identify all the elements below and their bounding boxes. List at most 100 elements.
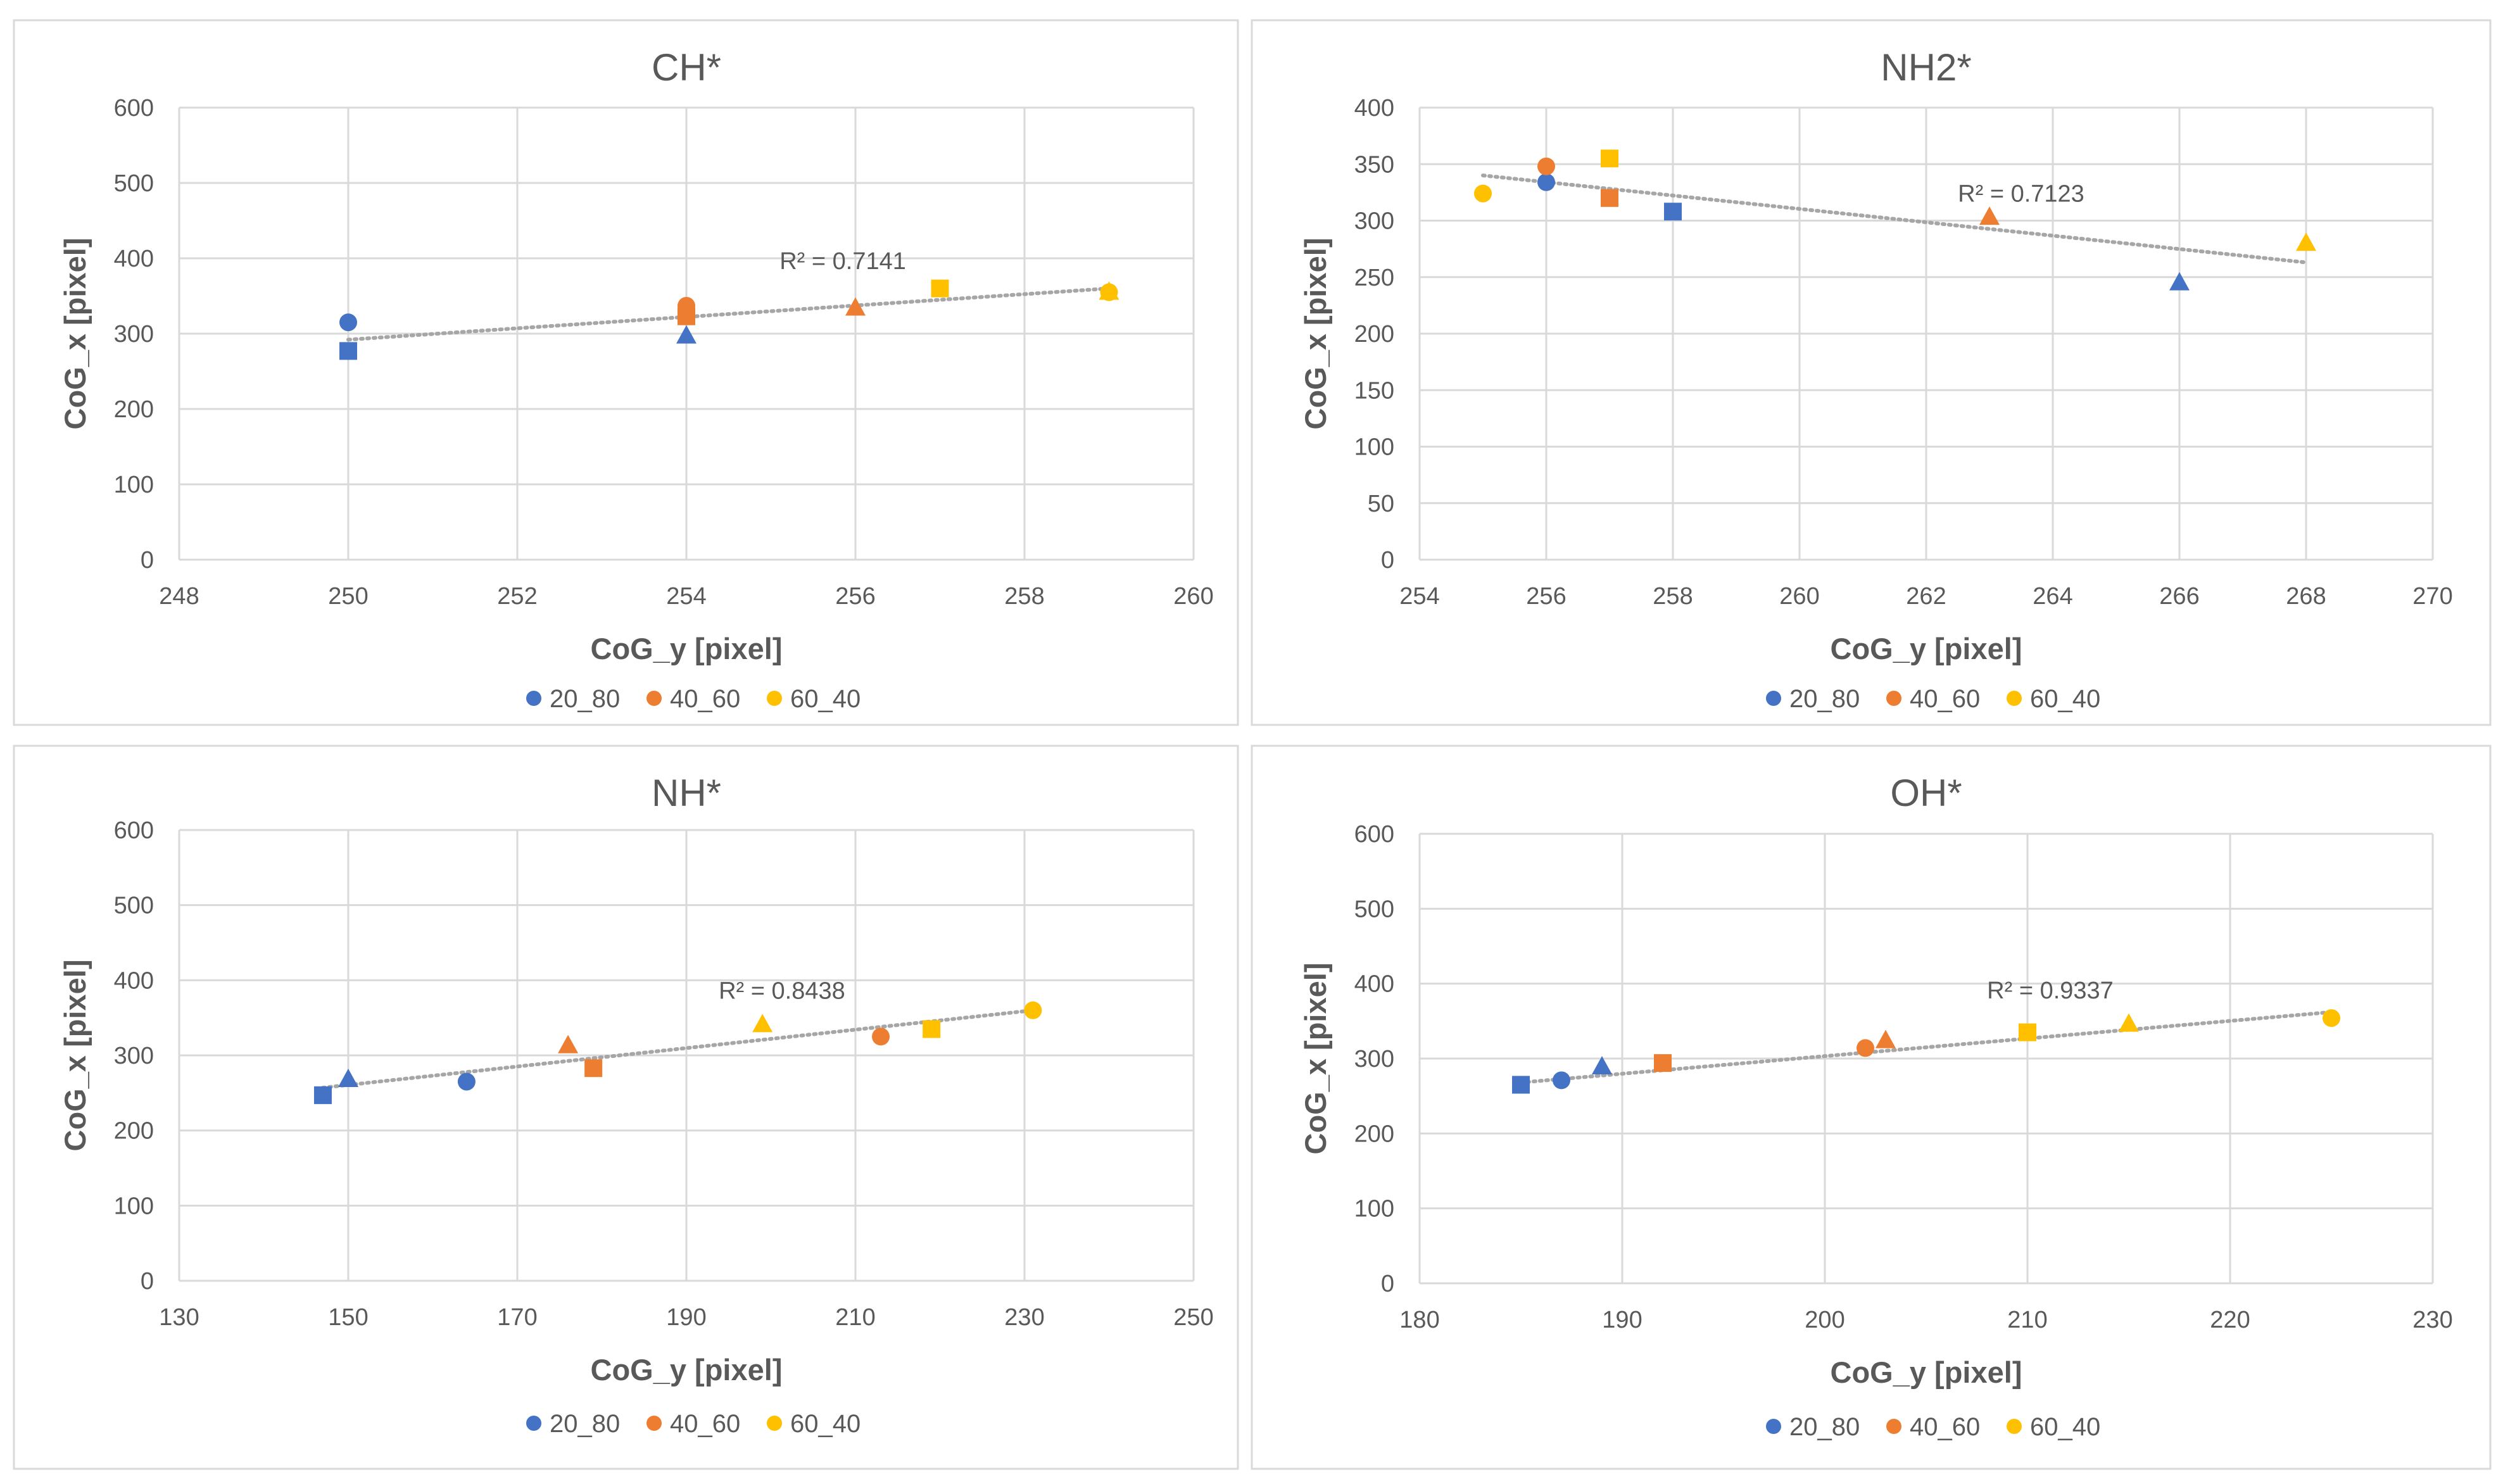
trendline xyxy=(346,286,1111,342)
marker-60_40-triangle xyxy=(1099,281,1119,300)
x-tick-label: 250 xyxy=(1173,1304,1213,1331)
marker-60_40-circle xyxy=(2323,1009,2340,1028)
legend-label-20_80: 20_80 xyxy=(550,1410,620,1438)
marker-60_40-circle xyxy=(1024,1001,1042,1019)
chart-title: NH2* xyxy=(1881,46,1971,89)
legend-marker-60_40 xyxy=(2007,691,2022,706)
x-tick-label: 220 xyxy=(2210,1307,2250,1333)
r-squared-label: R² = 0.7141 xyxy=(779,248,906,275)
legend-marker-40_60 xyxy=(646,1416,662,1431)
marker-60_40-triangle xyxy=(752,1014,773,1033)
x-tick-label: 200 xyxy=(1805,1307,1844,1333)
y-tick-label: 300 xyxy=(1354,208,1394,235)
x-axis-label: CoG_y [pixel] xyxy=(1831,632,2022,665)
marker-60_40-triangle xyxy=(2296,232,2316,251)
chart-title: NH* xyxy=(652,772,721,814)
y-tick-label: 50 xyxy=(1368,491,1394,517)
marker-20_80-circle xyxy=(457,1072,476,1091)
x-axis-label: CoG_y [pixel] xyxy=(591,632,783,665)
x-tick-label: 260 xyxy=(1173,583,1213,610)
y-tick-label: 400 xyxy=(114,967,154,994)
marker-40_60-square xyxy=(678,307,695,325)
x-tick-label: 230 xyxy=(1004,1304,1044,1331)
r-squared-label: R² = 0.8438 xyxy=(719,978,845,1004)
y-tick-label: 200 xyxy=(1354,1121,1394,1147)
legend-marker-40_60 xyxy=(1886,1419,1901,1434)
legend-label-60_40: 60_40 xyxy=(2030,1413,2100,1441)
r-squared-label: R² = 0.9337 xyxy=(1987,978,2114,1004)
marker-20_80-square xyxy=(1664,203,1682,221)
y-tick-label: 100 xyxy=(114,472,154,498)
x-tick-label: 190 xyxy=(666,1304,706,1331)
legend-label-40_60: 40_60 xyxy=(1910,1413,1980,1441)
marker-20_80-triangle xyxy=(2169,272,2190,291)
y-axis-label: CoG_x [pixel] xyxy=(1299,238,1332,430)
x-tick-label: 250 xyxy=(328,583,368,610)
y-tick-label: 0 xyxy=(141,547,154,574)
legend-label-20_80: 20_80 xyxy=(1789,1413,1860,1441)
legend-label-60_40: 60_40 xyxy=(790,685,861,713)
legend-label-60_40: 60_40 xyxy=(2030,685,2100,713)
x-tick-label: 248 xyxy=(159,583,199,610)
panel-border xyxy=(13,745,1239,1470)
y-tick-label: 600 xyxy=(1354,821,1394,848)
panel-border xyxy=(13,19,1239,726)
legend-label-40_60: 40_60 xyxy=(670,1410,740,1438)
y-tick-label: 400 xyxy=(1354,971,1394,998)
marker-60_40-square xyxy=(931,279,949,298)
legend-label-40_60: 40_60 xyxy=(670,685,740,713)
y-tick-label: 350 xyxy=(1354,151,1394,178)
y-tick-label: 400 xyxy=(114,246,154,272)
y-tick-label: 500 xyxy=(114,893,154,919)
y-tick-label: 0 xyxy=(1381,547,1394,574)
x-tick-label: 180 xyxy=(1399,1307,1439,1333)
x-tick-label: 150 xyxy=(328,1304,368,1331)
marker-60_40-triangle xyxy=(2119,1013,2139,1032)
marker-40_60-triangle xyxy=(845,297,866,316)
marker-40_60-triangle xyxy=(1876,1029,1896,1048)
x-tick-label: 268 xyxy=(2286,583,2326,610)
marker-20_80-triangle xyxy=(1592,1056,1612,1075)
legend-marker-20_80 xyxy=(526,691,541,706)
y-tick-label: 200 xyxy=(114,1118,154,1145)
legend-label-20_80: 20_80 xyxy=(550,685,620,713)
x-tick-label: 254 xyxy=(666,583,706,610)
chart-panel-1: 248 250 252 254 256 258 260 0 100 200 300 400 500 600… xyxy=(13,19,1239,726)
marker-20_80-triangle xyxy=(338,1068,358,1087)
legend-marker-20_80 xyxy=(1766,1419,1781,1434)
x-tick-label: 190 xyxy=(1602,1307,1642,1333)
x-tick-label: 210 xyxy=(2007,1307,2047,1333)
y-tick-label: 100 xyxy=(1354,1196,1394,1223)
panel-border xyxy=(1251,19,2492,726)
marker-40_60-circle xyxy=(1537,157,1555,175)
marker-60_40-square xyxy=(1601,149,1618,168)
x-tick-label: 254 xyxy=(1399,583,1439,610)
y-tick-label: 100 xyxy=(114,1193,154,1219)
marker-20_80-square xyxy=(313,1086,332,1104)
x-tick-label: 262 xyxy=(1906,583,1946,610)
marker-20_80-square xyxy=(1512,1076,1530,1094)
y-axis-label: CoG_x [pixel] xyxy=(58,960,92,1152)
legend-label-60_40: 60_40 xyxy=(790,1410,861,1438)
x-axis-label: CoG_y [pixel] xyxy=(1831,1355,2022,1389)
legend: 20_80 40_60 60_40 xyxy=(526,1410,861,1438)
marker-40_60-square xyxy=(1654,1054,1672,1072)
chart-title: CH* xyxy=(652,46,721,89)
marker-40_60-circle xyxy=(1857,1039,1874,1057)
legend-label-40_60: 40_60 xyxy=(1910,685,1980,713)
legend-marker-60_40 xyxy=(2007,1419,2022,1434)
y-tick-label: 500 xyxy=(1354,896,1394,922)
y-tick-label: 200 xyxy=(1354,321,1394,348)
y-tick-label: 600 xyxy=(114,95,154,122)
x-tick-label: 130 xyxy=(159,1304,199,1331)
marker-60_40-square xyxy=(2019,1023,2036,1041)
legend-marker-20_80 xyxy=(1766,691,1781,706)
x-tick-label: 260 xyxy=(1779,583,1819,610)
x-tick-label: 264 xyxy=(2033,583,2072,610)
panel-border xyxy=(1251,745,2492,1470)
chart-panel-3: 130 150 170 190 210 230 250 0 100 200 300 400 500 600… xyxy=(13,745,1239,1470)
x-tick-label: 270 xyxy=(2412,583,2452,610)
legend-marker-40_60 xyxy=(646,691,662,706)
x-tick-label: 210 xyxy=(835,1304,875,1331)
